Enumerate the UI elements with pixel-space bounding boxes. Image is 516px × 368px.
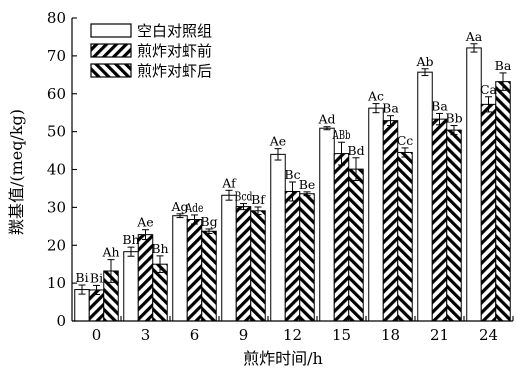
x-axis-title: 煎炸时间/h bbox=[243, 349, 323, 368]
significance-label: Ae bbox=[269, 134, 286, 149]
bar-series-1-cat-15 bbox=[333, 153, 350, 322]
x-tick-label: 18 bbox=[381, 326, 400, 344]
bar-series-0-cat-6 bbox=[172, 215, 188, 322]
bar-series-2-cat-21 bbox=[446, 129, 462, 322]
x-tick-label: 12 bbox=[283, 326, 302, 344]
y-tick-label: 40 bbox=[47, 161, 66, 179]
bar-series-1-cat-9 bbox=[235, 206, 252, 322]
y-tick-label: 30 bbox=[47, 198, 66, 216]
y-tick-label: 0 bbox=[56, 312, 66, 330]
significance-label: Ae bbox=[136, 215, 153, 230]
y-tick-label: 10 bbox=[47, 274, 66, 292]
legend-label-before: 煎炸对虾前 bbox=[137, 42, 212, 60]
legend-label-after: 煎炸对虾后 bbox=[137, 62, 212, 80]
legend-item-control: 空白对照组 bbox=[90, 22, 212, 40]
significance-labels-layer: Bi BiAhBhAeBhAgAdeBgAfBcdBfAeBcBeAdABbBdA… bbox=[75, 29, 511, 286]
x-tick-label: 3 bbox=[141, 326, 151, 344]
significance-label: ABb bbox=[332, 127, 351, 142]
significance-label: Bcd bbox=[235, 189, 253, 204]
legend-swatch-before bbox=[90, 43, 132, 58]
significance-label: Ba bbox=[431, 98, 448, 113]
significance-label: Ab bbox=[415, 54, 433, 69]
significance-label: Ac bbox=[367, 89, 384, 104]
y-tick-label: 20 bbox=[47, 236, 66, 254]
legend-label-control: 空白对照组 bbox=[137, 22, 212, 40]
bar-series-1-cat-24 bbox=[480, 103, 497, 322]
bar-series-0-cat-12 bbox=[270, 153, 286, 322]
y-tick-label: 60 bbox=[47, 85, 66, 103]
significance-label: Af bbox=[221, 175, 237, 190]
legend-swatch-after bbox=[90, 63, 132, 78]
bar-series-2-cat-15 bbox=[348, 168, 364, 322]
significance-label: Bd bbox=[347, 143, 364, 158]
bar-series-0-cat-18 bbox=[368, 107, 384, 322]
bar-series-2-cat-24 bbox=[495, 81, 511, 322]
y-tick-label: 50 bbox=[47, 123, 66, 141]
bar-series-1-cat-21 bbox=[431, 118, 448, 322]
significance-label: Bh bbox=[151, 241, 168, 256]
bar-series-0-cat-3 bbox=[123, 251, 139, 322]
x-tick-label: 9 bbox=[239, 326, 249, 344]
y-tick-label: 80 bbox=[47, 9, 66, 27]
error-bars-layer bbox=[78, 43, 507, 295]
legend-item-before: 煎炸对虾前 bbox=[90, 42, 212, 60]
significance-label: Ba bbox=[382, 101, 399, 116]
significance-label: Bf bbox=[251, 192, 266, 207]
significance-label: Bg bbox=[200, 214, 217, 229]
bar-series-2-cat-6 bbox=[201, 230, 217, 322]
x-tick-label: 21 bbox=[430, 326, 449, 344]
x-axis-ticks: 0 3 6 9 12 15 18 21 24 bbox=[92, 316, 514, 344]
significance-label: Cc bbox=[397, 133, 414, 148]
bar-series-2-cat-18 bbox=[397, 151, 413, 322]
x-tick-label: 0 bbox=[92, 326, 102, 344]
bar-series-1-cat-18 bbox=[382, 120, 399, 322]
x-tick-label: 15 bbox=[332, 326, 351, 344]
significance-label: Bi bbox=[90, 270, 103, 285]
bar-series-0-cat-9 bbox=[221, 194, 237, 322]
legend: 空白对照组 煎炸对虾前 煎炸对虾后 bbox=[90, 22, 212, 80]
legend-swatch-control bbox=[90, 23, 132, 38]
significance-label: Bb bbox=[445, 111, 462, 126]
y-axis-ticks: 0 10 20 30 40 50 60 70 80 bbox=[47, 9, 77, 330]
significance-label: Bc bbox=[284, 167, 300, 182]
bar-series-2-cat-12 bbox=[299, 193, 315, 322]
legend-item-after: 煎炸对虾后 bbox=[90, 62, 212, 80]
y-axis-title: 羰基值/(meq/kg) bbox=[7, 109, 26, 235]
significance-label: Ah bbox=[101, 245, 119, 260]
significance-label: Bh bbox=[122, 232, 139, 247]
significance-label: Be bbox=[299, 177, 316, 192]
y-tick-label: 70 bbox=[47, 47, 66, 65]
bar-series-1-cat-6 bbox=[186, 218, 203, 322]
significance-label: Ad bbox=[317, 112, 335, 127]
significance-label: Aa bbox=[465, 29, 483, 44]
bar-series-2-cat-9 bbox=[250, 210, 266, 322]
significance-label: Bi bbox=[75, 270, 88, 285]
x-tick-label: 24 bbox=[479, 326, 498, 344]
x-tick-label: 6 bbox=[190, 326, 200, 344]
significance-label: Ade bbox=[185, 200, 204, 215]
bar-series-0-cat-15 bbox=[319, 127, 335, 322]
significance-label: Ca bbox=[480, 82, 498, 97]
significance-label: Ag bbox=[170, 199, 188, 214]
bar-series-1-cat-12 bbox=[284, 190, 301, 322]
significance-label: Ba bbox=[495, 58, 512, 73]
bar-series-0-cat-21 bbox=[417, 71, 433, 322]
